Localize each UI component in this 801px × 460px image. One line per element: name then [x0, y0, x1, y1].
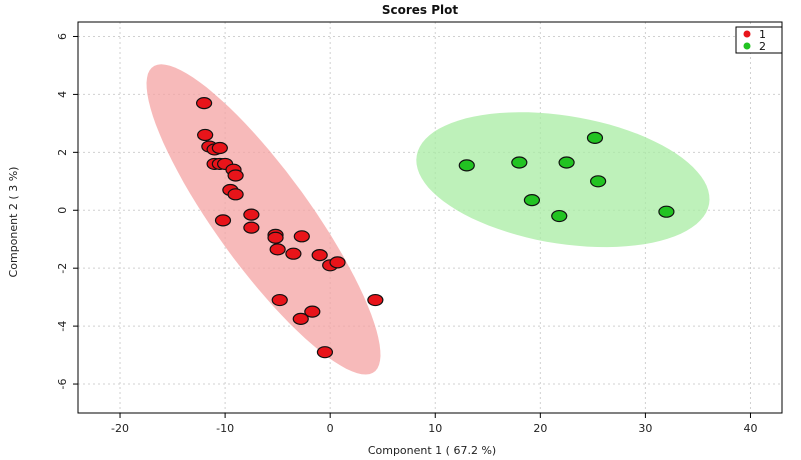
legend-label-1: 1: [759, 28, 766, 41]
data-point-group-2: [523, 194, 541, 207]
data-point-group-1: [243, 221, 260, 234]
data-point-group-2: [658, 205, 675, 218]
data-point-group-1: [304, 305, 321, 318]
x-tick-label: 40: [743, 422, 757, 435]
y-tick-label: 4: [56, 91, 69, 98]
data-point-group-1: [227, 188, 244, 201]
data-point-group-2: [586, 131, 604, 144]
data-point-group-1: [195, 96, 213, 110]
legend-label-2: 2: [759, 40, 766, 53]
x-tick-label: 20: [533, 422, 547, 435]
data-point-group-1: [293, 230, 310, 243]
x-tick-label: 10: [428, 422, 442, 435]
legend-marker-2: [743, 42, 751, 50]
x-tick-label: -10: [216, 422, 234, 435]
data-point-group-2: [458, 159, 475, 172]
data-point-group-1: [227, 169, 244, 182]
y-tick-label: 6: [56, 33, 69, 40]
plot-frame: [77, 21, 783, 414]
chart-title: Scores Plot: [382, 3, 459, 17]
confidence-ellipse-2: [416, 112, 710, 248]
x-tick-label: 30: [638, 422, 652, 435]
data-point-group-1: [271, 293, 288, 307]
data-point-group-1: [214, 214, 232, 227]
data-point-group-2: [558, 156, 575, 169]
data-point-group-1: [197, 128, 214, 142]
data-point-group-1: [367, 293, 384, 307]
data-point-group-1: [316, 346, 334, 359]
y-tick-label: -4: [56, 321, 69, 332]
y-tick-label: 0: [56, 207, 69, 214]
scatter-points: [195, 96, 675, 359]
x-tick-label: -20: [111, 422, 129, 435]
y-tick-label: -6: [56, 379, 69, 390]
x-axis-label: Component 1 ( 67.2 %): [368, 444, 496, 457]
data-point-group-1: [211, 141, 228, 155]
y-tick-label: -2: [56, 263, 69, 274]
data-point-group-1: [285, 247, 302, 260]
data-point-group-2: [551, 209, 568, 223]
y-axis-label: Component 2 ( 3 %): [7, 167, 20, 278]
y-tick-label: 2: [56, 149, 69, 156]
data-point-group-1: [243, 208, 260, 221]
legend-marker-1: [743, 30, 751, 38]
data-point-group-2: [590, 175, 607, 188]
data-point-group-1: [311, 249, 328, 262]
x-tick-label: 0: [327, 422, 334, 435]
data-point-group-2: [511, 156, 528, 169]
confidence-ellipse-1: [146, 64, 381, 375]
data-point-group-1: [329, 256, 346, 269]
legend: 1 2: [735, 26, 783, 54]
data-point-group-1: [269, 243, 286, 256]
data-point-group-1: [267, 231, 284, 244]
data-point-group-1: [292, 312, 309, 325]
legend-box: [735, 26, 783, 54]
